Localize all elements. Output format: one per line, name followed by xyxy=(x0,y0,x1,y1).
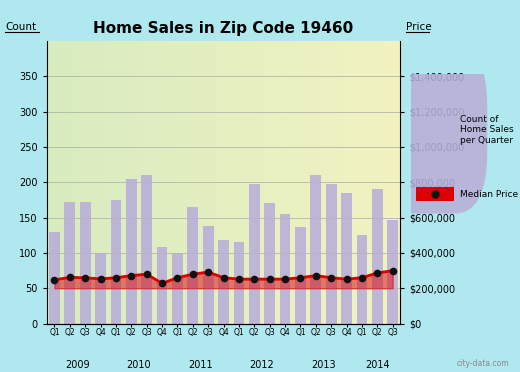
Bar xyxy=(185,41,201,324)
Bar xyxy=(62,41,77,324)
Bar xyxy=(416,187,454,201)
Bar xyxy=(124,41,139,324)
Bar xyxy=(262,41,277,324)
Bar xyxy=(49,232,60,324)
Bar xyxy=(246,41,262,324)
FancyBboxPatch shape xyxy=(384,46,487,214)
Text: 2013: 2013 xyxy=(311,360,336,371)
Bar xyxy=(170,41,185,324)
Bar xyxy=(308,41,323,324)
Bar xyxy=(141,175,152,324)
Bar xyxy=(218,240,229,324)
Bar xyxy=(249,185,259,324)
Bar xyxy=(295,227,306,324)
Bar xyxy=(280,214,291,324)
Text: Count of
Home Sales
per Quarter: Count of Home Sales per Quarter xyxy=(460,115,514,145)
Bar xyxy=(326,185,336,324)
Bar xyxy=(201,41,216,324)
Text: city-data.com: city-data.com xyxy=(457,359,510,368)
Bar xyxy=(126,179,137,324)
Bar xyxy=(264,203,275,324)
Bar xyxy=(339,41,354,324)
Bar xyxy=(95,253,106,324)
Bar xyxy=(233,243,244,324)
Bar xyxy=(188,207,198,324)
Text: Price: Price xyxy=(406,22,431,32)
Text: Median Price: Median Price xyxy=(460,190,518,199)
Bar xyxy=(47,41,62,324)
Text: 2011: 2011 xyxy=(188,360,213,371)
Bar xyxy=(372,189,383,324)
Text: 2010: 2010 xyxy=(127,360,151,371)
Bar xyxy=(157,247,167,324)
Text: Count: Count xyxy=(5,22,36,32)
Title: Home Sales in Zip Code 19460: Home Sales in Zip Code 19460 xyxy=(94,20,354,36)
Text: 2012: 2012 xyxy=(250,360,275,371)
Bar xyxy=(310,175,321,324)
Bar xyxy=(354,41,370,324)
Bar xyxy=(77,41,93,324)
Bar xyxy=(154,41,170,324)
Bar xyxy=(111,200,121,324)
Bar xyxy=(323,41,339,324)
Text: 2014: 2014 xyxy=(365,360,389,371)
Bar xyxy=(203,226,214,324)
Bar xyxy=(293,41,308,324)
Bar xyxy=(357,235,367,324)
Bar xyxy=(231,41,246,324)
Bar xyxy=(387,220,398,324)
Bar xyxy=(139,41,154,324)
Bar xyxy=(216,41,231,324)
Bar xyxy=(172,253,183,324)
Bar xyxy=(80,202,90,324)
Bar xyxy=(341,193,352,324)
Bar xyxy=(277,41,293,324)
Bar xyxy=(108,41,124,324)
Bar xyxy=(64,202,75,324)
Text: 2009: 2009 xyxy=(65,360,90,371)
Bar xyxy=(385,41,400,324)
Bar xyxy=(370,41,385,324)
Bar xyxy=(93,41,108,324)
